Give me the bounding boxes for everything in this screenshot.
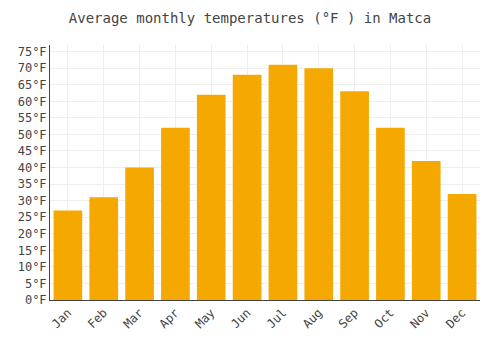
svg-text:70°F: 70°F (18, 61, 47, 75)
svg-text:Jul: Jul (264, 306, 289, 331)
svg-text:30°F: 30°F (18, 194, 47, 208)
svg-text:40°F: 40°F (18, 161, 47, 175)
svg-text:Oct: Oct (372, 306, 397, 331)
svg-text:Average monthly temperatures (: Average monthly temperatures (°F ) in Ma… (69, 10, 431, 26)
svg-text:Jun: Jun (228, 306, 253, 331)
svg-text:50°F: 50°F (18, 128, 47, 142)
svg-text:Jan: Jan (49, 306, 74, 331)
svg-text:0°F: 0°F (25, 293, 47, 307)
svg-text:Apr: Apr (157, 306, 182, 331)
svg-text:15°F: 15°F (18, 244, 47, 258)
svg-text:Mar: Mar (121, 306, 146, 331)
svg-text:75°F: 75°F (18, 45, 47, 59)
svg-text:Nov: Nov (407, 306, 432, 331)
svg-text:Aug: Aug (300, 306, 325, 331)
svg-text:35°F: 35°F (18, 177, 47, 191)
svg-text:Sep: Sep (336, 306, 361, 331)
svg-text:45°F: 45°F (18, 144, 47, 158)
svg-text:10°F: 10°F (18, 260, 47, 274)
svg-text:55°F: 55°F (18, 111, 47, 125)
svg-text:May: May (192, 306, 217, 331)
svg-text:65°F: 65°F (18, 78, 47, 92)
svg-text:5°F: 5°F (25, 277, 47, 291)
svg-text:60°F: 60°F (18, 95, 47, 109)
svg-text:Dec: Dec (443, 306, 468, 331)
svg-text:Feb: Feb (85, 306, 110, 331)
svg-text:20°F: 20°F (18, 227, 47, 241)
svg-text:25°F: 25°F (18, 210, 47, 224)
